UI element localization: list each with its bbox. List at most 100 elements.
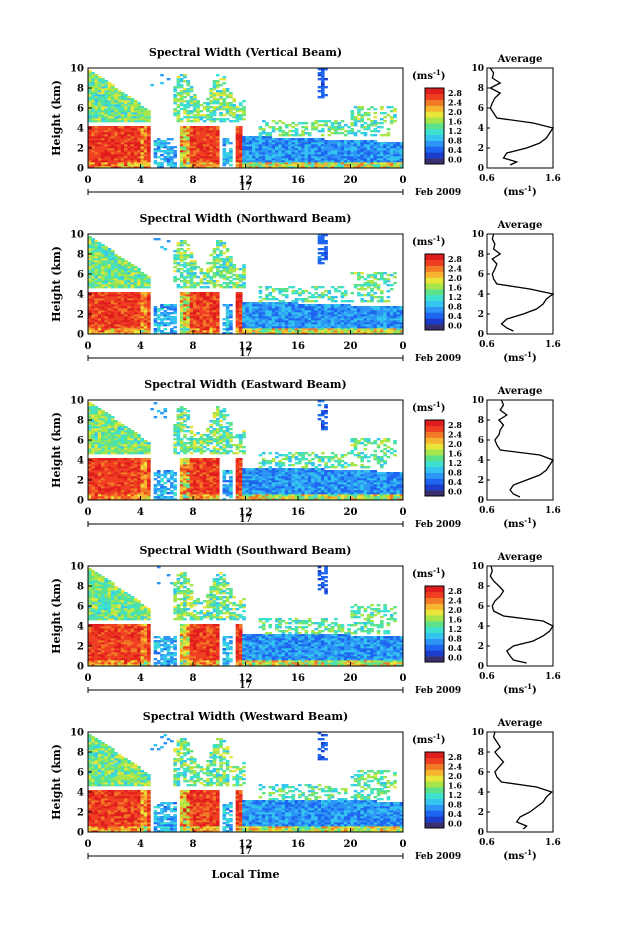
heatmap-cell [183, 146, 187, 149]
heatmap-cell [91, 330, 95, 333]
heatmap-cell [104, 94, 109, 97]
heatmap-cell [147, 114, 151, 117]
heatmap-cell [324, 78, 328, 81]
heatmap-cell [147, 284, 151, 287]
heatmap-cell [133, 302, 138, 305]
heatmap-cell [222, 160, 227, 163]
heatmap-cell [173, 270, 177, 273]
heatmap-cell [140, 272, 145, 275]
heatmap-cell [104, 138, 109, 141]
heatmap-cell [124, 304, 128, 307]
heatmap-cell [97, 146, 102, 149]
heatmap-cell [199, 278, 204, 281]
heatmap-cell [380, 308, 384, 311]
heatmap-cell [284, 126, 289, 129]
heatmap-cell [88, 432, 92, 435]
heatmap-cell [304, 152, 309, 155]
heatmap-cell [120, 322, 125, 325]
heatmap-cell [88, 316, 92, 319]
heatmap-cell [101, 250, 105, 253]
heatmap-cell [271, 316, 276, 319]
heatmap-cell [130, 138, 135, 141]
heatmap-cell [370, 284, 374, 287]
heatmap-cell [275, 298, 279, 301]
heatmap-cell [179, 118, 184, 121]
heatmap-cell [288, 140, 292, 143]
heatmap-cell [176, 110, 181, 113]
heatmap-cell [301, 310, 305, 313]
heatmap-cell [360, 318, 364, 321]
heatmap-cell [137, 304, 141, 307]
heatmap-cell [327, 304, 332, 307]
heatmap-cell [147, 150, 151, 153]
heatmap-cell [183, 326, 187, 329]
heatmap-cell [179, 274, 184, 277]
heatmap-cell [320, 328, 325, 331]
heatmap-cell [265, 318, 269, 321]
heatmap-cell [156, 328, 161, 331]
heatmap-cell [124, 332, 128, 335]
heatmap-cell [176, 94, 181, 97]
heatmap-cell [327, 324, 332, 327]
heatmap-cell [245, 146, 250, 149]
heatmap-cell [199, 152, 204, 155]
heatmap-cell [114, 148, 118, 151]
heatmap-cell [120, 94, 125, 97]
heatmap-cell [120, 316, 125, 319]
heatmap-cell [238, 330, 243, 333]
heatmap-cell [320, 128, 325, 131]
heatmap-cell [130, 292, 135, 295]
heatmap-cell [130, 98, 135, 101]
heatmap-cell [396, 324, 401, 327]
heatmap-cell [212, 262, 217, 265]
heatmap-cell [179, 322, 184, 325]
heatmap-cell [143, 108, 148, 111]
heatmap-cell [91, 416, 95, 419]
heatmap-cell [261, 302, 266, 305]
heatmap-cell [307, 150, 312, 153]
heatmap-cell [193, 326, 197, 329]
heatmap-cell [163, 142, 168, 145]
heatmap-cell [97, 280, 102, 283]
heatmap-cell [235, 158, 240, 161]
heatmap-cell [271, 302, 276, 305]
heatmap-cell [301, 330, 305, 333]
heatmap-cell [380, 118, 384, 121]
heatmap-cell [91, 332, 95, 335]
heatmap-cell [370, 130, 374, 133]
heatmap-cell [389, 116, 394, 119]
heatmap-cell [94, 464, 99, 467]
heatmap-cell [91, 274, 95, 277]
heatmap-cell [215, 292, 220, 295]
heatmap-cell [353, 118, 358, 121]
heatmap-cell [330, 320, 335, 323]
heatmap-cell [94, 324, 99, 327]
heatmap-cell [183, 164, 187, 167]
heatmap-cell [104, 308, 109, 311]
heatmap-cell [304, 330, 309, 333]
heatmap-cell [294, 148, 299, 151]
heatmap-cell [91, 90, 95, 93]
heatmap-cell [373, 122, 378, 125]
heatmap-cell [268, 308, 273, 311]
heatmap-cell [284, 152, 289, 155]
heatmap-cell [222, 260, 227, 263]
heatmap-cell [386, 132, 391, 135]
heatmap-cell [320, 296, 325, 299]
heatmap-cell [176, 242, 181, 245]
heatmap-cell [324, 142, 328, 145]
heatmap-cell [199, 158, 204, 161]
heatmap-cell [156, 146, 161, 149]
heatmap-cell [324, 246, 328, 249]
heatmap-cell [179, 96, 184, 99]
heatmap-cell [238, 114, 243, 117]
heatmap-cell [389, 306, 394, 309]
heatmap-cell [284, 124, 289, 127]
heatmap-cell [147, 326, 151, 329]
heatmap-cell [353, 322, 358, 325]
heatmap-cell [389, 110, 394, 113]
heatmap-cell [130, 166, 135, 169]
heatmap-cell [376, 306, 381, 309]
heatmap-cell [130, 264, 135, 267]
heatmap-cell [248, 162, 253, 165]
